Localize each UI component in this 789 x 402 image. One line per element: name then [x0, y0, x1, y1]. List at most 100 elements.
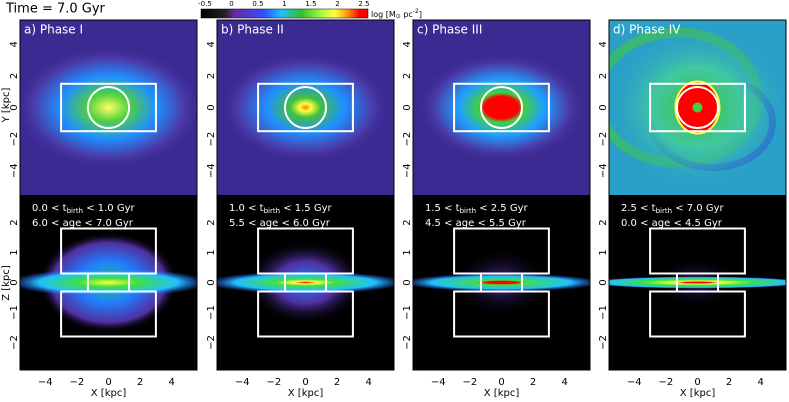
- y-tick-label: 2: [206, 219, 217, 225]
- density-blob: [14, 46, 204, 170]
- y-tick-label: 2: [598, 73, 609, 79]
- colorbar-tick-label: -0.5: [198, 0, 212, 8]
- x-tick-label: 4: [169, 377, 175, 388]
- y-tick-label: 0: [598, 104, 609, 110]
- y-tick-label: 2: [9, 73, 20, 79]
- y-tick-label: 1: [598, 249, 609, 255]
- colorbar-label-part: ]: [419, 10, 422, 19]
- colorbar-tick-label: 0.5: [252, 0, 263, 8]
- y-tick-label: −1: [206, 305, 217, 320]
- x-axis-label: X [kpc]: [680, 388, 716, 398]
- y-tick-label: 0: [206, 104, 217, 110]
- face-on-map: [598, 20, 788, 195]
- density-core: [693, 103, 703, 113]
- age-range: 6.0 < age < 7.0 Gyr: [32, 218, 134, 229]
- x-tick-label: 4: [366, 377, 372, 388]
- y-tick-label: 2: [402, 73, 413, 79]
- x-axis-label: X [kpc]: [288, 388, 324, 398]
- y-tick-label: 1: [206, 249, 217, 255]
- age-range: 5.5 < age < 6.0 Gyr: [229, 218, 331, 229]
- panel-title: d) Phase IV: [613, 23, 681, 37]
- x-tick-label: −2: [463, 377, 478, 388]
- colorbar-label: log [M⊙ pc-2]: [371, 8, 422, 20]
- x-tick-label: 0: [302, 377, 308, 388]
- y-tick-label: −2: [206, 335, 217, 350]
- text-part: birth: [67, 207, 83, 215]
- y-tick-label: 1: [402, 249, 413, 255]
- y-tick-label: −1: [9, 305, 20, 320]
- x-tick-label: −4: [235, 377, 250, 388]
- x-tick-label: 2: [334, 377, 340, 388]
- colorbar-tick-label: 1.5: [305, 0, 316, 8]
- y-tick-label: 4: [9, 41, 20, 47]
- y-tick-label: −2: [598, 335, 609, 350]
- y-tick-label: −2: [9, 132, 20, 147]
- text-part: 1.5 < t: [425, 203, 460, 214]
- x-tick-label: 0: [498, 377, 504, 388]
- y-tick-label: 2: [598, 219, 609, 225]
- face-on-map: [217, 20, 394, 195]
- face-on-map: [413, 20, 590, 195]
- colorbar-tick-label: 2: [335, 0, 339, 8]
- tbirth-range: 1.0 < tbirth < 1.5 Gyr: [229, 203, 333, 215]
- thin-disk: [206, 272, 406, 294]
- x-tick-label: 4: [758, 377, 764, 388]
- x-tick-label: 2: [137, 377, 143, 388]
- y-tick-label: 4: [206, 41, 217, 47]
- y-tick-label: −2: [9, 335, 20, 350]
- thin-disk: [402, 274, 602, 292]
- x-tick-label: 4: [562, 377, 568, 388]
- y-tick-label: −2: [598, 132, 609, 147]
- y-tick-label: 4: [598, 41, 609, 47]
- y-tick-label: 2: [9, 219, 20, 225]
- y-tick-label: 2: [402, 219, 413, 225]
- density-blob: [417, 53, 587, 163]
- text-part: 1.0 < t: [229, 203, 264, 214]
- y-tick-label: −2: [402, 335, 413, 350]
- x-tick-label: −4: [627, 377, 642, 388]
- panel-title: a) Phase I: [24, 23, 83, 37]
- y-axis-label: Z [kpc]: [1, 265, 12, 301]
- y-tick-label: −4: [206, 163, 217, 178]
- tbirth-range: 2.5 < tbirth < 7.0 Gyr: [621, 203, 725, 215]
- x-tick-label: 0: [694, 377, 700, 388]
- text-part: < 2.5 Gyr: [476, 203, 528, 214]
- y-tick-label: −2: [402, 132, 413, 147]
- colorbar-tick-label: 0: [229, 0, 233, 8]
- y-tick-label: −2: [206, 132, 217, 147]
- y-tick-label: 4: [402, 41, 413, 47]
- x-tick-label: 2: [530, 377, 536, 388]
- density-blob: [221, 53, 391, 163]
- y-axis-label: Y [kpc]: [1, 88, 12, 124]
- tbirth-range: 1.5 < tbirth < 2.5 Gyr: [425, 203, 529, 215]
- colorbar-tick-label: 2.5: [358, 0, 369, 8]
- face-on-map: [14, 20, 204, 195]
- y-tick-label: −1: [402, 305, 413, 320]
- text-part: < 7.0 Gyr: [672, 203, 724, 214]
- x-tick-label: 0: [105, 377, 111, 388]
- x-tick-label: −2: [70, 377, 85, 388]
- x-axis-label: X [kpc]: [91, 388, 127, 398]
- x-axis-label: X [kpc]: [484, 388, 520, 398]
- x-tick-label: −4: [431, 377, 446, 388]
- x-tick-label: −2: [267, 377, 282, 388]
- y-tick-label: 0: [598, 279, 609, 285]
- text-part: < 1.5 Gyr: [280, 203, 332, 214]
- x-tick-label: −2: [659, 377, 674, 388]
- y-tick-label: −4: [598, 163, 609, 178]
- y-tick-label: −4: [402, 163, 413, 178]
- text-part: 0.0 < t: [32, 203, 67, 214]
- colorbar: [201, 9, 368, 18]
- y-tick-label: 1: [9, 249, 20, 255]
- age-range: 0.0 < age < 4.5 Gyr: [621, 218, 723, 229]
- panel-title: c) Phase III: [417, 23, 482, 37]
- panel-title: b) Phase II: [221, 23, 284, 37]
- y-tick-label: 0: [402, 279, 413, 285]
- x-tick-label: 2: [726, 377, 732, 388]
- text-part: birth: [656, 207, 672, 215]
- x-tick-label: −4: [38, 377, 53, 388]
- tbirth-range: 0.0 < tbirth < 1.0 Gyr: [32, 203, 136, 215]
- text-part: < 1.0 Gyr: [83, 203, 135, 214]
- colorbar-tick-label: 1: [282, 0, 286, 8]
